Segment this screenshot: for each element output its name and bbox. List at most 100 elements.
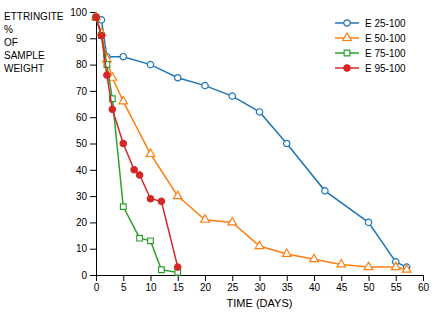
point xyxy=(137,235,143,241)
legend-item: E 75-100 xyxy=(335,48,406,59)
x-tick-mark xyxy=(287,275,288,281)
legend-swatch-marker xyxy=(344,50,350,56)
y-tick-mark xyxy=(90,222,96,223)
y-tick: 60 xyxy=(76,112,96,123)
y-tick-label: 10 xyxy=(76,243,88,254)
x-tick: 5 xyxy=(121,275,127,293)
point xyxy=(148,238,154,244)
point xyxy=(93,14,99,20)
y-tick: 30 xyxy=(76,191,96,202)
y-tick-label: 60 xyxy=(76,112,88,123)
legend-item: E 50-100 xyxy=(335,33,406,44)
y-tick-label: 40 xyxy=(76,165,88,176)
y-tick: 100 xyxy=(70,7,96,18)
x-tick: 40 xyxy=(309,275,321,293)
y-tick-label: 50 xyxy=(76,138,88,149)
point xyxy=(201,215,210,222)
x-tick-label: 15 xyxy=(173,282,185,293)
x-tick-mark xyxy=(369,275,370,281)
x-tick-mark xyxy=(205,275,206,281)
x-tick-label: 25 xyxy=(227,282,239,293)
point xyxy=(159,267,165,273)
x-tick-label: 40 xyxy=(309,282,321,293)
x-tick: 55 xyxy=(391,275,403,293)
marks xyxy=(92,12,411,275)
point xyxy=(99,33,105,39)
legend-label: E 50-100 xyxy=(365,33,406,44)
point xyxy=(120,204,126,210)
point xyxy=(93,14,99,20)
x-axis-title: TIME (DAYS) xyxy=(227,297,293,309)
x-tick-label: 0 xyxy=(94,282,100,293)
point xyxy=(337,260,346,267)
point xyxy=(147,61,153,67)
x-tick-label: 55 xyxy=(391,282,403,293)
legend: E 25-100 E 50-100 E 75-100 E 95-100 xyxy=(335,18,406,74)
point xyxy=(173,191,182,198)
y-tick: 90 xyxy=(76,33,96,44)
point xyxy=(310,254,319,261)
point xyxy=(229,93,235,99)
point xyxy=(146,149,155,156)
x-tick-mark xyxy=(260,275,261,281)
legend-label: E 25-100 xyxy=(365,18,406,29)
point xyxy=(282,249,291,256)
y-tick-label: 30 xyxy=(76,191,88,202)
point xyxy=(402,265,411,272)
y-tick-label: 20 xyxy=(76,217,88,228)
x-tick-mark xyxy=(314,275,315,281)
point xyxy=(284,140,290,146)
point xyxy=(364,262,373,269)
x-tick-mark xyxy=(123,275,124,281)
point xyxy=(120,140,126,146)
legend-swatch-marker xyxy=(344,20,350,26)
legend-label: E 75-100 xyxy=(365,48,406,59)
y-tick-mark xyxy=(90,91,96,92)
y-tick-label: 90 xyxy=(76,33,88,44)
x-tick-mark xyxy=(232,275,233,281)
x-tick: 30 xyxy=(254,275,266,293)
legend-label: E 95-100 xyxy=(365,63,406,74)
y-tick: 0 xyxy=(81,270,96,281)
y-tick-mark xyxy=(90,65,96,66)
y-tick-mark xyxy=(90,117,96,118)
x-tick: 45 xyxy=(336,275,348,293)
series-line xyxy=(96,17,407,269)
x-axis-line xyxy=(97,276,424,282)
y-tick-label: 0 xyxy=(81,270,87,281)
y-tick: 70 xyxy=(76,86,96,97)
x-tick-label: 60 xyxy=(418,282,430,293)
y-tick-mark xyxy=(90,275,96,276)
x-tick-label: 20 xyxy=(200,282,212,293)
x-tick-label: 45 xyxy=(336,282,348,293)
point xyxy=(175,264,181,270)
x-tick: 50 xyxy=(363,275,375,293)
y-tick: 20 xyxy=(76,217,96,228)
point xyxy=(365,219,371,225)
y-tick-mark xyxy=(90,170,96,171)
x-tick: 60 xyxy=(418,275,430,293)
y-axis-line xyxy=(90,13,97,276)
point xyxy=(202,82,208,88)
y-tick-label: 80 xyxy=(76,59,88,70)
point xyxy=(131,167,137,173)
y-tick-mark xyxy=(90,38,96,39)
legend-item: E 95-100 xyxy=(335,63,406,74)
point xyxy=(147,196,153,202)
y-tick: 10 xyxy=(76,243,96,254)
x-tick: 15 xyxy=(173,275,185,293)
point xyxy=(98,32,104,38)
y-axis: 0 10 20 30 40 50 60 70 80 90 100 xyxy=(70,7,96,281)
x-tick-mark xyxy=(151,275,152,281)
x-tick: 10 xyxy=(145,275,157,293)
x-tick: 35 xyxy=(282,275,294,293)
y-tick: 50 xyxy=(76,138,96,149)
point xyxy=(136,172,142,178)
point xyxy=(228,217,237,224)
point xyxy=(119,96,128,103)
point xyxy=(109,106,115,112)
y-tick-label: 100 xyxy=(70,7,87,18)
x-tick-mark xyxy=(341,275,342,281)
x-tick: 25 xyxy=(227,275,239,293)
point xyxy=(104,72,110,78)
